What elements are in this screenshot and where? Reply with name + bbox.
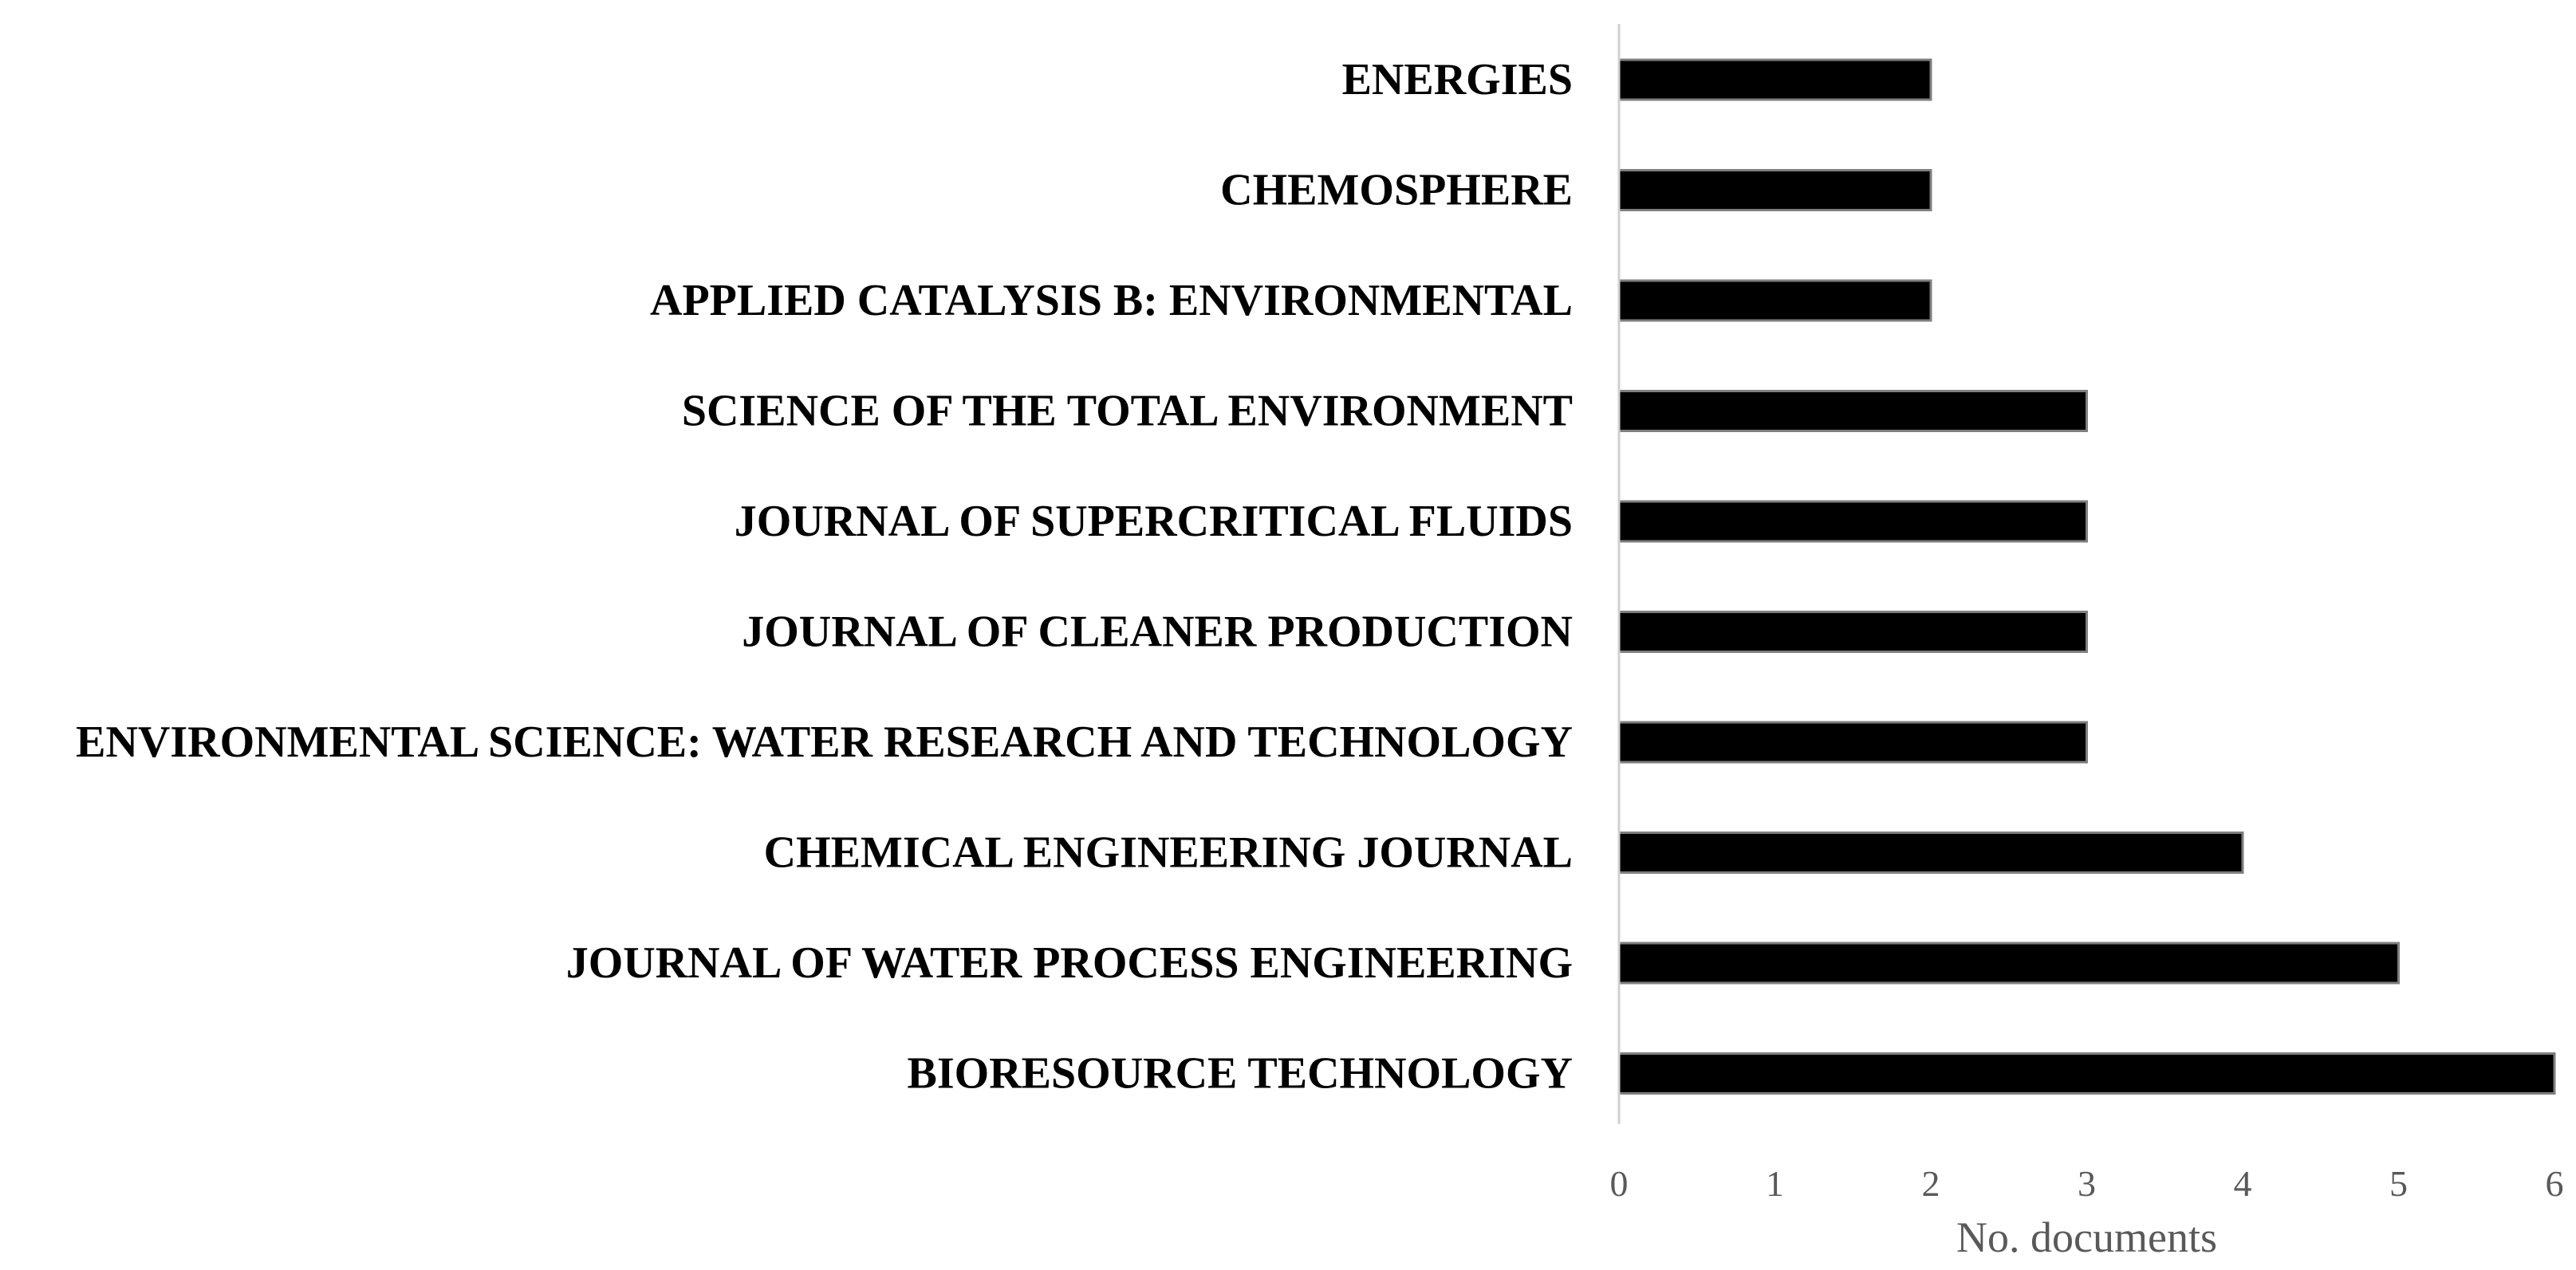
bar <box>1617 721 2088 764</box>
bar <box>1617 390 2088 432</box>
x-tick-label: 3 <box>2078 1163 2096 1204</box>
category-label: APPLIED CATALYSIS B: ENVIRONMENTAL <box>650 276 1573 325</box>
category-label: CHEMICAL ENGINEERING JOURNAL <box>764 828 1573 878</box>
x-tick-label: 2 <box>1922 1163 1940 1204</box>
category-label: JOURNAL OF SUPERCRITICAL FLUIDS <box>735 497 1573 546</box>
bar <box>1617 611 2088 653</box>
category-labels: ENERGIES CHEMOSPHERE APPLIED CATALYSIS B: … <box>76 55 1573 1099</box>
x-tick-label: 6 <box>2546 1163 2564 1204</box>
bar <box>1617 942 2400 985</box>
category-label: SCIENCE OF THE TOTAL ENVIRONMENT <box>682 387 1573 436</box>
x-tick-label: 0 <box>1610 1163 1629 1204</box>
x-axis-ticks: 0 1 2 3 4 5 6 <box>1610 1163 2564 1204</box>
category-label: ENERGIES <box>1342 55 1573 104</box>
x-axis-title: No. documents <box>1956 1213 2217 1261</box>
category-label: JOURNAL OF WATER PROCESS ENGINEERING <box>566 938 1573 988</box>
bar <box>1617 1052 2556 1095</box>
category-label: CHEMOSPHERE <box>1220 166 1573 215</box>
bar <box>1617 832 2244 874</box>
category-label: JOURNAL OF CLEANER PRODUCTION <box>742 607 1573 657</box>
x-tick-label: 1 <box>1766 1163 1784 1204</box>
bar <box>1617 58 1932 101</box>
category-label: BIORESOURCE TECHNOLOGY <box>908 1049 1573 1099</box>
x-tick-label: 4 <box>2234 1163 2252 1204</box>
bar <box>1617 279 1932 322</box>
x-tick-label: 5 <box>2389 1163 2408 1204</box>
bar <box>1617 169 1932 211</box>
category-label: ENVIRONMENTAL SCIENCE: WATER RESEARCH AN… <box>76 718 1573 767</box>
bar <box>1617 500 2088 543</box>
bars-layer <box>1617 58 2556 1095</box>
